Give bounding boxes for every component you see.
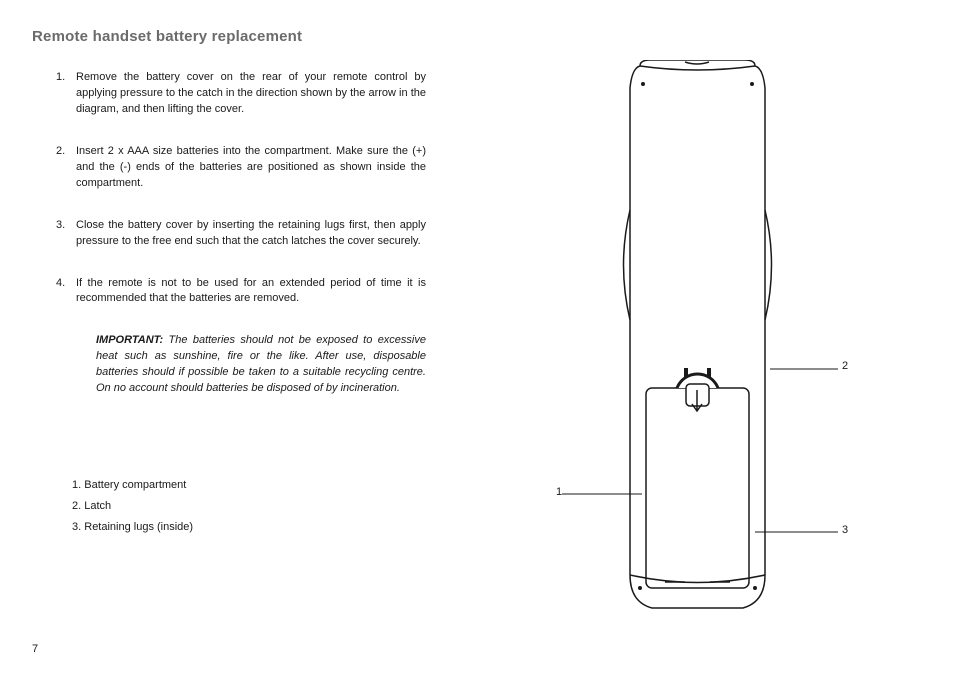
callout-2: 2 xyxy=(842,360,848,372)
step-number: 3. xyxy=(56,218,76,250)
step-1: 1. Remove the battery cover on the rear … xyxy=(56,70,426,118)
step-number: 4. xyxy=(56,276,76,308)
step-text: If the remote is not to be used for an e… xyxy=(76,276,426,308)
step-text: Close the battery cover by inserting the… xyxy=(76,218,426,250)
step-text: Insert 2 x AAA size batteries into the c… xyxy=(76,144,426,192)
step-number: 1. xyxy=(56,70,76,118)
manual-page: Remote handset battery replacement 1. Re… xyxy=(0,0,954,673)
page-number: 7 xyxy=(32,643,38,655)
page-title: Remote handset battery replacement xyxy=(32,28,302,45)
callout-3: 3 xyxy=(842,524,848,536)
step-2: 2. Insert 2 x AAA size batteries into th… xyxy=(56,144,426,192)
important-label: IMPORTANT: xyxy=(96,334,163,346)
key-item-2: 2. Latch xyxy=(72,496,193,517)
key-item-3: 3. Retaining lugs (inside) xyxy=(72,517,193,538)
important-note: IMPORTANT: The batteries should not be e… xyxy=(96,333,426,397)
step-text: Remove the battery cover on the rear of … xyxy=(76,70,426,118)
instructions-column: 1. Remove the battery cover on the rear … xyxy=(56,70,426,425)
callout-1: 1 xyxy=(556,486,562,498)
step-4: 4. If the remote is not to be used for a… xyxy=(56,276,426,308)
step-3: 3. Close the battery cover by inserting … xyxy=(56,218,426,250)
diagram-key: 1. Battery compartment 2. Latch 3. Retai… xyxy=(72,475,193,538)
key-item-1: 1. Battery compartment xyxy=(72,475,193,496)
step-number: 2. xyxy=(56,144,76,192)
remote-diagram xyxy=(585,60,810,625)
